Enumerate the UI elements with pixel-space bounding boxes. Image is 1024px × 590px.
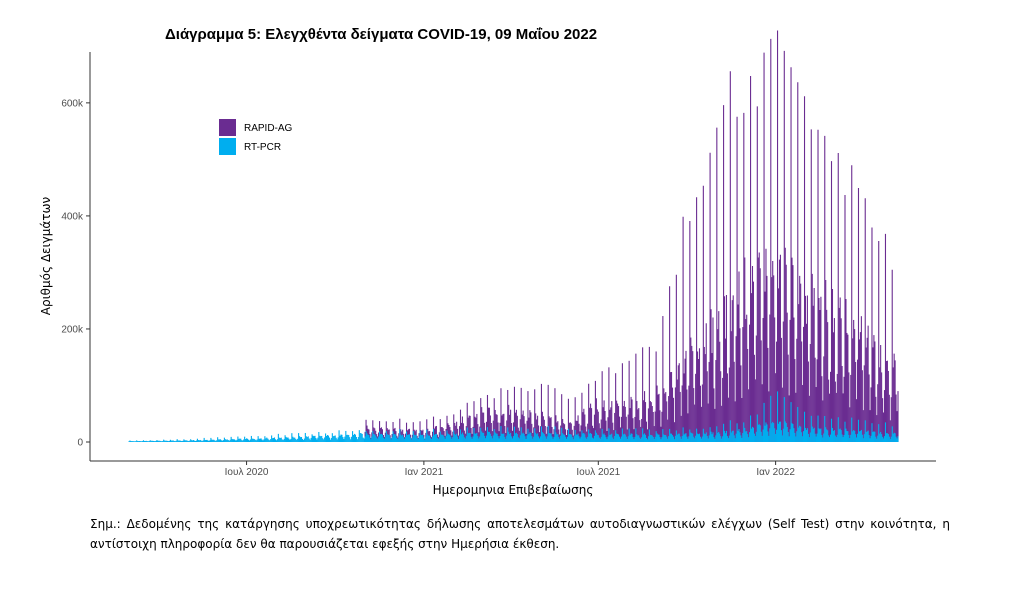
y-tick-label: 0 (77, 438, 83, 449)
legend-swatch-rt-pcr (219, 138, 236, 155)
legend-swatch-rapid-ag (219, 119, 236, 136)
legend-label-rapid-ag: RAPID-AG (244, 123, 293, 134)
rapid-ag-series (364, 30, 899, 442)
y-axis-title: Αριθμός Δειγμάτων (39, 196, 53, 315)
x-tick-label: Ιαν 2022 (756, 467, 795, 478)
rt-pcr-series (128, 391, 899, 442)
x-tick-label: Ιαν 2021 (405, 467, 444, 478)
y-tick-label: 600k (61, 98, 84, 109)
chart-canvas: 0 200k 400k 600k Ιουλ 2020 Ιαν 2021 Ιουλ 2021… (39, 30, 936, 497)
legend-label-rt-pcr: RT-PCR (244, 142, 281, 153)
footnote: Σημ.: Δεδομένης της κατάργησης υποχρεωτι… (90, 517, 950, 551)
x-axis-title: Ημερομηνια Επιβεβαίωσης (433, 483, 594, 497)
y-tick-label: 400k (61, 211, 84, 222)
chart-title: Διάγραμμα 5: Ελεγχθέντα δείγματα COVID-1… (165, 26, 598, 43)
x-tick-label: Ιουλ 2021 (576, 467, 620, 478)
x-axis-ticks: Ιουλ 2020 Ιαν 2021 Ιουλ 2021 Ιαν 2022 (225, 461, 795, 478)
legend: RAPID-AG RT-PCR (219, 119, 293, 155)
y-tick-label: 200k (61, 324, 84, 335)
x-tick-label: Ιουλ 2020 (225, 467, 269, 478)
y-axis-ticks: 0 200k 400k 600k (61, 98, 90, 449)
